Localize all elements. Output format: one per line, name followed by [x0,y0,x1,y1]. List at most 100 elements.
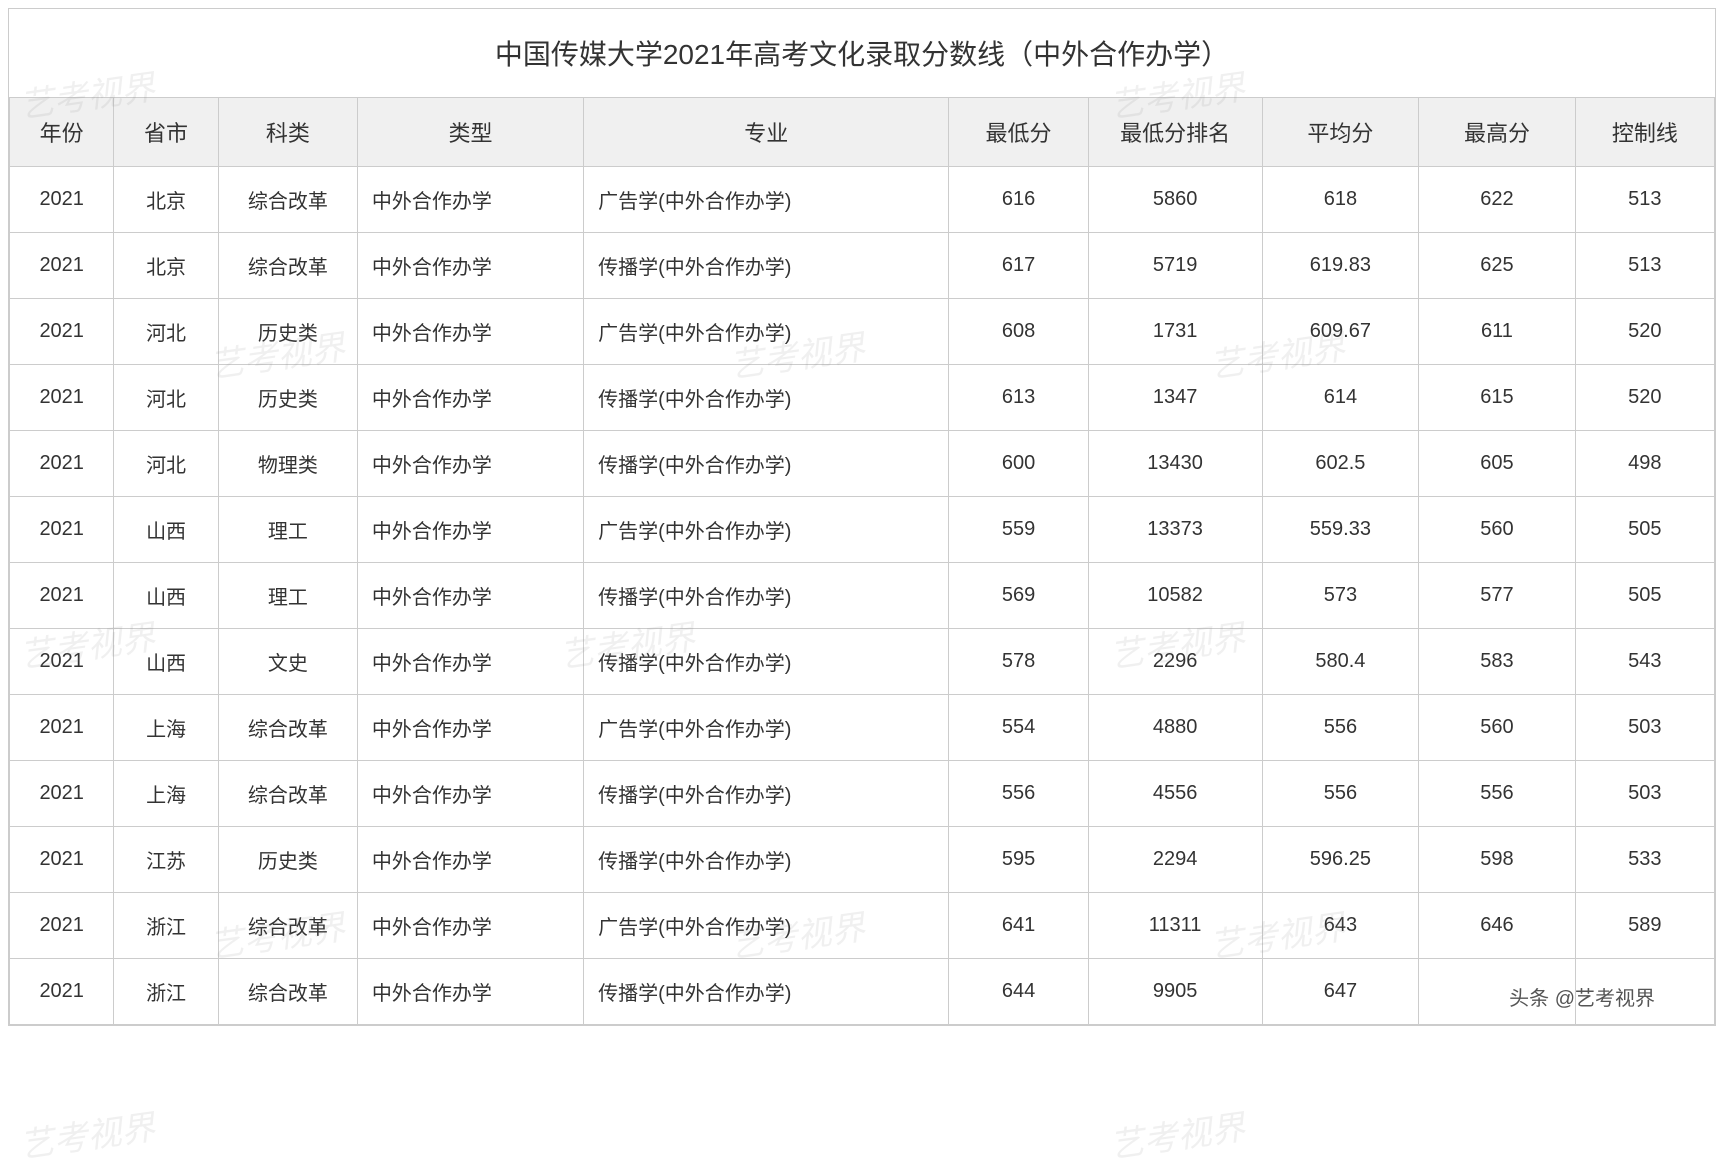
table-cell: 传播学(中外合作办学) [584,629,949,695]
column-header: 控制线 [1575,98,1714,167]
column-header: 最低分排名 [1088,98,1262,167]
table-cell: 589 [1575,893,1714,959]
table-cell: 综合改革 [218,695,357,761]
table-row: 2021山西文史中外合作办学传播学(中外合作办学)5782296580.4583… [10,629,1715,695]
column-header: 最低分 [949,98,1088,167]
table-cell: 2021 [10,959,114,1025]
header-row: 年份省市科类类型专业最低分最低分排名平均分最高分控制线 [10,98,1715,167]
table-cell: 山西 [114,497,218,563]
table-cell: 北京 [114,233,218,299]
table-cell: 622 [1419,167,1576,233]
table-row: 2021上海综合改革中外合作办学广告学(中外合作办学)5544880556560… [10,695,1715,761]
table-cell: 596.25 [1262,827,1419,893]
table-cell: 历史类 [218,365,357,431]
table-cell: 613 [949,365,1088,431]
table-cell: 2021 [10,827,114,893]
table-cell: 646 [1419,893,1576,959]
table-cell: 13430 [1088,431,1262,497]
watermark-text: 艺考视界 [16,1100,157,1167]
table-cell: 2021 [10,563,114,629]
table-cell: 上海 [114,695,218,761]
table-cell: 2021 [10,629,114,695]
column-header: 最高分 [1419,98,1576,167]
table-cell: 10582 [1088,563,1262,629]
table-cell: 传播学(中外合作办学) [584,431,949,497]
table-cell: 600 [949,431,1088,497]
table-cell: 2021 [10,233,114,299]
table-cell: 4556 [1088,761,1262,827]
table-cell: 广告学(中外合作办学) [584,893,949,959]
table-cell: 2021 [10,695,114,761]
table-cell: 广告学(中外合作办学) [584,695,949,761]
table-cell: 2296 [1088,629,1262,695]
table-cell: 602.5 [1262,431,1419,497]
table-cell: 北京 [114,167,218,233]
table-cell: 556 [1262,695,1419,761]
table-cell: 578 [949,629,1088,695]
table-cell: 543 [1575,629,1714,695]
table-cell: 647 [1262,959,1419,1025]
table-cell: 617 [949,233,1088,299]
table-cell: 中外合作办学 [357,563,583,629]
table-cell: 浙江 [114,893,218,959]
table-cell: 2021 [10,431,114,497]
table-cell: 569 [949,563,1088,629]
column-header: 类型 [357,98,583,167]
table-cell: 中外合作办学 [357,167,583,233]
table-cell: 616 [949,167,1088,233]
table-cell: 577 [1419,563,1576,629]
table-cell: 综合改革 [218,233,357,299]
table-cell: 2021 [10,167,114,233]
table-cell: 广告学(中外合作办学) [584,167,949,233]
table-cell: 559.33 [1262,497,1419,563]
table-cell: 综合改革 [218,893,357,959]
table-cell: 503 [1575,761,1714,827]
table-cell: 583 [1419,629,1576,695]
table-cell: 中外合作办学 [357,299,583,365]
table-row: 2021北京综合改革中外合作办学传播学(中外合作办学)6175719619.83… [10,233,1715,299]
table-header: 年份省市科类类型专业最低分最低分排名平均分最高分控制线 [10,98,1715,167]
table-cell: 传播学(中外合作办学) [584,827,949,893]
table-cell: 1347 [1088,365,1262,431]
table-body: 2021北京综合改革中外合作办学广告学(中外合作办学)6165860618622… [10,167,1715,1025]
table-cell: 5860 [1088,167,1262,233]
table-cell: 中外合作办学 [357,893,583,959]
table-cell: 609.67 [1262,299,1419,365]
table-cell: 580.4 [1262,629,1419,695]
table-cell: 595 [949,827,1088,893]
table-cell: 综合改革 [218,761,357,827]
table-cell: 广告学(中外合作办学) [584,497,949,563]
table-cell: 浙江 [114,959,218,1025]
admission-scores-table: 年份省市科类类型专业最低分最低分排名平均分最高分控制线 2021北京综合改革中外… [9,97,1715,1025]
table-cell: 533 [1575,827,1714,893]
table-cell: 505 [1575,497,1714,563]
table-cell: 618 [1262,167,1419,233]
table-row: 2021山西理工中外合作办学传播学(中外合作办学)569105825735775… [10,563,1715,629]
table-cell: 中外合作办学 [357,761,583,827]
table-cell: 理工 [218,497,357,563]
table-cell: 传播学(中外合作办学) [584,233,949,299]
table-cell: 2021 [10,299,114,365]
table-cell: 5719 [1088,233,1262,299]
table-cell: 615 [1419,365,1576,431]
table-cell: 江苏 [114,827,218,893]
table-cell: 理工 [218,563,357,629]
table-cell: 广告学(中外合作办学) [584,299,949,365]
table-cell: 573 [1262,563,1419,629]
table-cell: 505 [1575,563,1714,629]
table-cell: 520 [1575,365,1714,431]
table-cell: 4880 [1088,695,1262,761]
table-row: 2021河北历史类中外合作办学广告学(中外合作办学)6081731609.676… [10,299,1715,365]
table-cell: 520 [1575,299,1714,365]
table-row: 2021北京综合改革中外合作办学广告学(中外合作办学)6165860618622… [10,167,1715,233]
table-cell: 641 [949,893,1088,959]
table-cell: 中外合作办学 [357,497,583,563]
attribution-text: 头条 @艺考视界 [1509,982,1655,1011]
table-cell: 625 [1419,233,1576,299]
table-cell: 643 [1262,893,1419,959]
table-cell: 中外合作办学 [357,629,583,695]
table-cell: 综合改革 [218,167,357,233]
table-cell: 物理类 [218,431,357,497]
table-cell: 河北 [114,299,218,365]
page-title: 中国传媒大学2021年高考文化录取分数线（中外合作办学） [9,9,1715,97]
